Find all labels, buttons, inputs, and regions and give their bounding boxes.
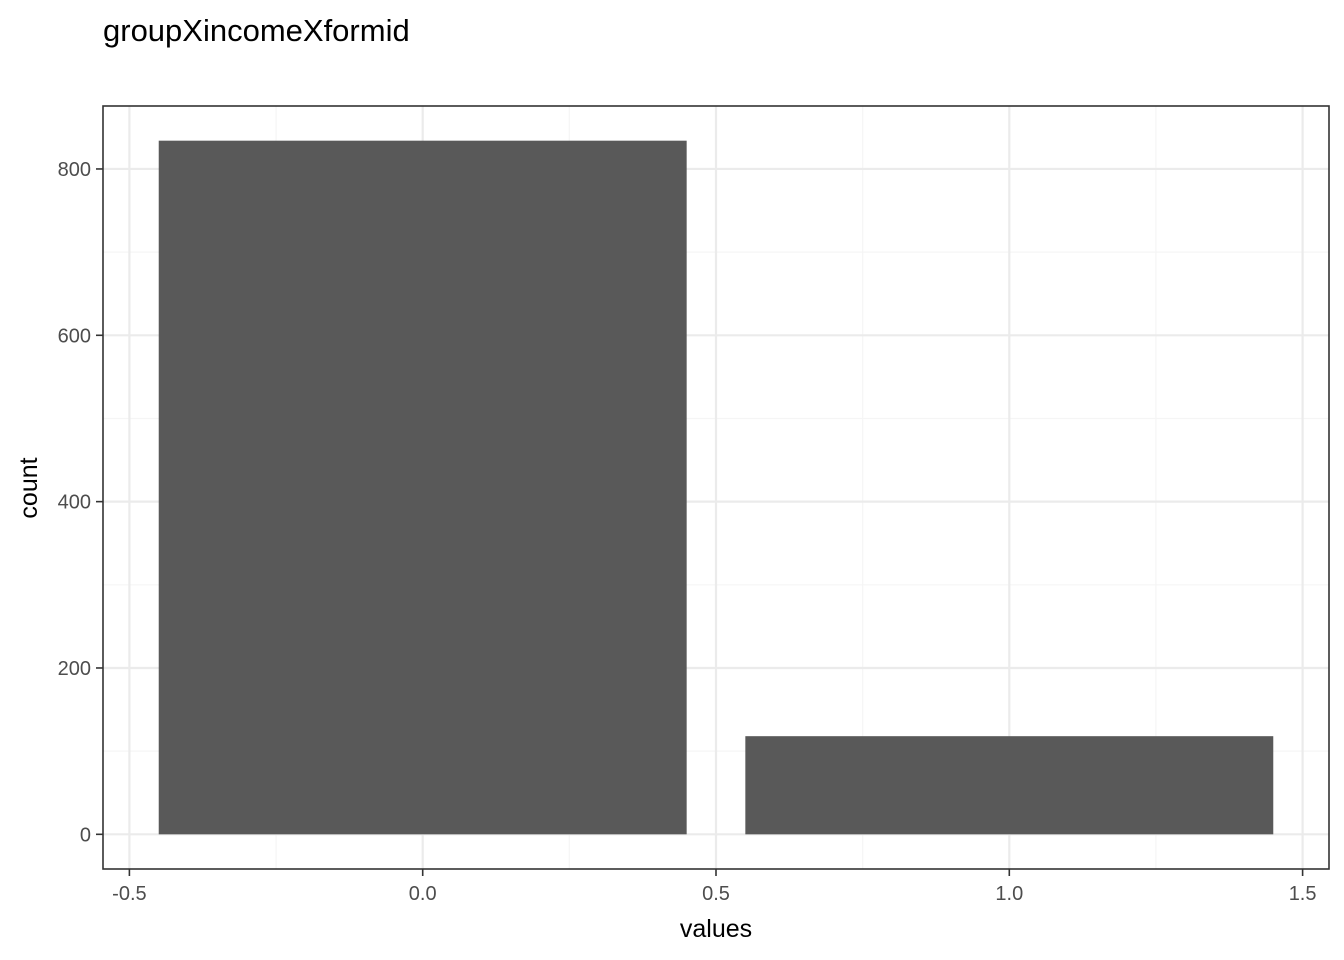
x-tick-label: -0.5 — [112, 883, 146, 905]
bar-0 — [158, 140, 687, 835]
y-tick-label: 400 — [58, 492, 91, 514]
y-tick-label: 800 — [58, 159, 91, 181]
x-axis-title: values — [680, 915, 752, 943]
chart-title: groupXincomeXformid — [103, 13, 410, 48]
y-axis-title: count — [15, 457, 43, 518]
bars — [158, 140, 1274, 835]
x-tick-label: 1.0 — [995, 883, 1023, 905]
x-tick-label: 0.0 — [409, 883, 437, 905]
y-tick-label: 200 — [58, 658, 91, 680]
x-axis: -0.5 0.0 0.5 1.0 1.5 — [112, 869, 1317, 905]
y-tick-label: 600 — [58, 325, 91, 347]
y-axis: 0 200 400 600 800 — [58, 159, 103, 846]
y-tick-label: 0 — [80, 824, 91, 846]
x-tick-label: 1.5 — [1289, 883, 1317, 905]
bar-1 — [745, 736, 1274, 835]
x-tick-label: 0.5 — [702, 883, 730, 905]
